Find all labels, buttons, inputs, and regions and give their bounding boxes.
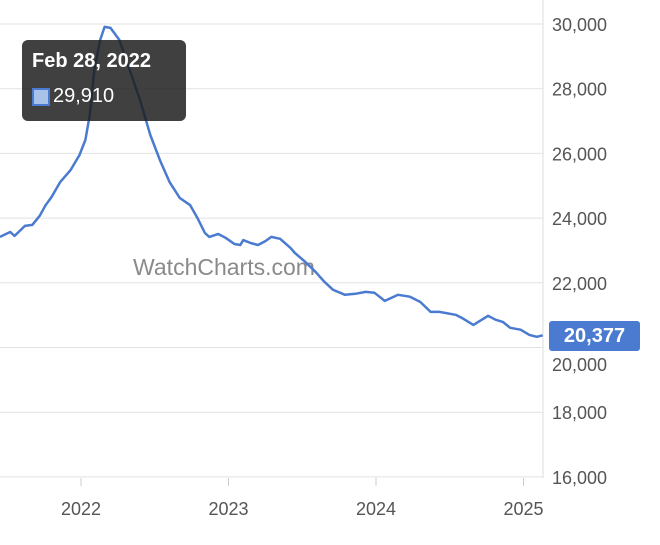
tooltip-value: 29,910 [53, 85, 115, 107]
x-axis-ticks: 2022 2023 2024 2025 [61, 478, 544, 519]
y-tick-label: 20,000 [552, 355, 607, 375]
y-tick-label: 18,000 [552, 403, 607, 423]
tooltip-date: Feb 28, 2022 [32, 50, 151, 72]
y-tick-label: 22,000 [552, 274, 607, 294]
tooltip: Feb 28, 2022 29,910 [22, 40, 186, 121]
x-tick-label: 2022 [61, 499, 101, 519]
tooltip-swatch [32, 88, 50, 106]
y-tick-label: 26,000 [552, 144, 607, 164]
x-tick-label: 2025 [503, 499, 543, 519]
y-tick-label: 24,000 [552, 209, 607, 229]
y-tick-label: 16,000 [552, 468, 607, 488]
x-tick-label: 2024 [356, 499, 396, 519]
x-tick-label: 2023 [208, 499, 248, 519]
price-line [0, 25, 544, 339]
y-axis-ticks: 16,000 18,000 20,000 22,000 24,000 26,000 28,0… [552, 15, 607, 488]
watermark: WatchCharts.com [133, 254, 315, 280]
last-value-badge: 20,377 [549, 321, 640, 351]
y-tick-label: 28,000 [552, 80, 607, 100]
y-tick-label: 30,000 [552, 15, 607, 35]
